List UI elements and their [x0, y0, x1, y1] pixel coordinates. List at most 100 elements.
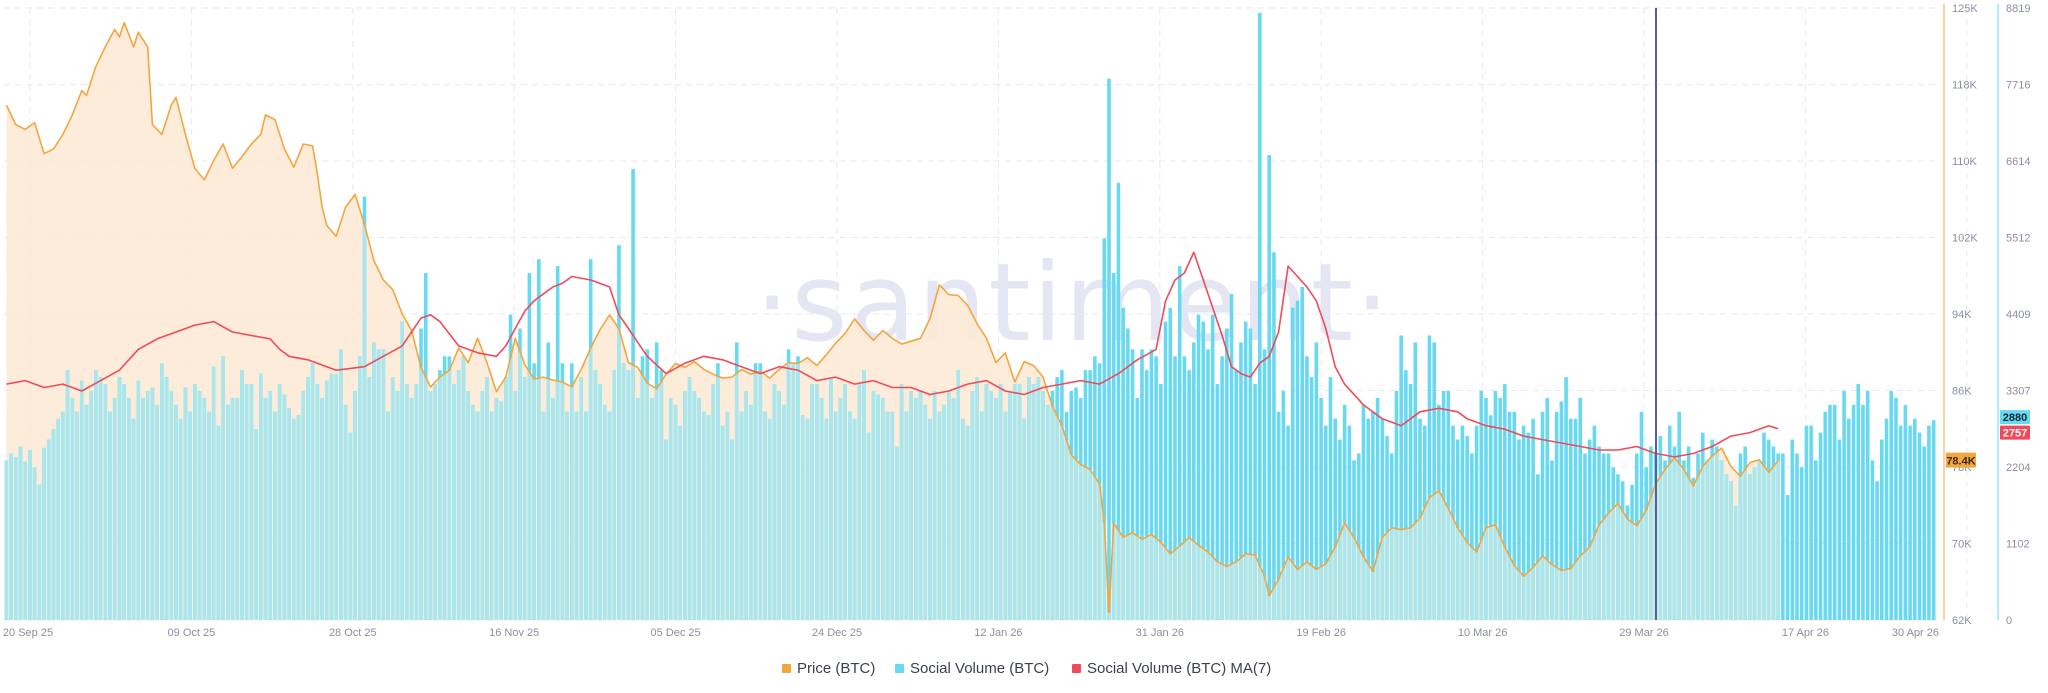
- social-volume-bar-overlap: [1682, 469, 1686, 620]
- social-volume-bar: [1149, 349, 1154, 620]
- social-volume-bar-overlap: [329, 373, 334, 620]
- social-volume-bar-overlap: [1116, 530, 1121, 620]
- social-volume-bar-overlap: [37, 484, 42, 620]
- social-volume-bar: [1300, 286, 1304, 620]
- social-volume-bar-overlap: [1225, 566, 1229, 620]
- social-volume-bar-overlap: [1323, 563, 1328, 620]
- social-volume-bar-overlap: [400, 321, 404, 620]
- social-volume-bar-overlap: [961, 418, 965, 620]
- social-volume-bar-overlap: [1012, 384, 1017, 620]
- social-volume-bar-overlap: [965, 425, 970, 620]
- social-volume-bar-overlap: [89, 390, 93, 620]
- legend-item-social-volume[interactable]: Social Volume (BTC): [895, 660, 1049, 677]
- social-volume-bar-overlap: [1413, 522, 1418, 620]
- social-volume-bar-overlap: [697, 397, 701, 620]
- social-volume-bar-overlap: [942, 404, 946, 620]
- social-volume-bar-overlap: [193, 384, 197, 620]
- social-volume-bar-overlap: [1620, 511, 1625, 620]
- social-volume-bar-overlap: [537, 378, 541, 620]
- social-volume-bar-overlap: [1625, 518, 1630, 620]
- social-volume-bar-overlap: [546, 378, 551, 620]
- social-volume-bar: [1517, 439, 1521, 620]
- social-volume-bar-overlap: [824, 418, 829, 620]
- social-volume-bar: [1126, 328, 1130, 620]
- social-volume-bar: [1196, 314, 1201, 620]
- social-volume-bar: [1319, 397, 1323, 620]
- social-volume-bar-overlap: [734, 373, 739, 620]
- social-volume-bar: [1347, 425, 1352, 620]
- social-volume-bar-overlap: [1649, 497, 1653, 620]
- social-volume-bar-overlap: [1559, 570, 1564, 620]
- social-volume-bar-overlap: [989, 390, 993, 620]
- x-tick-label: 09 Oct 25: [168, 627, 216, 639]
- social-volume-bar-overlap: [815, 384, 819, 620]
- social-volume-bar-overlap: [1229, 564, 1234, 620]
- social-volume-bar-overlap: [240, 370, 244, 620]
- social-volume-bar-overlap: [310, 363, 315, 620]
- social-volume-bar: [1272, 252, 1276, 620]
- social-volume-bar: [1446, 390, 1451, 620]
- social-volume-bar: [1130, 349, 1135, 620]
- price-last-value-badge: 78.4K: [1946, 456, 1975, 468]
- social-volume-bar-overlap: [895, 446, 899, 620]
- social-volume-bar-overlap: [287, 408, 291, 620]
- social-volume-bar-overlap: [433, 384, 437, 620]
- social-volume-bar: [1215, 384, 1220, 620]
- social-volume-bar-overlap: [1696, 476, 1700, 620]
- social-volume-bar-overlap: [178, 418, 183, 620]
- social-volume-bar: [1290, 307, 1295, 620]
- social-volume-bar: [1305, 356, 1309, 620]
- social-volume-bar-overlap: [518, 351, 522, 620]
- social-volume-bar-overlap: [1055, 416, 1059, 620]
- social-volume-bar: [1540, 411, 1545, 620]
- legend-item-price[interactable]: Price (BTC): [782, 660, 875, 677]
- social-volume-bar-overlap: [1154, 538, 1158, 620]
- social-volume-bar-overlap: [230, 397, 235, 620]
- social-volume-bar-overlap: [1281, 568, 1286, 620]
- social-volume-bar: [1927, 425, 1931, 620]
- social-volume-bar: [1917, 432, 1922, 620]
- social-volume-bar-overlap: [1569, 568, 1573, 620]
- social-volume-bar-overlap: [1060, 425, 1064, 620]
- social-volume-bar-overlap: [1578, 555, 1583, 620]
- social-volume-bar-overlap: [720, 425, 725, 620]
- social-volume-bar: [1356, 453, 1361, 620]
- social-volume-bar-overlap: [1352, 537, 1356, 620]
- social-volume-bar-overlap: [1517, 570, 1521, 620]
- social-volume-bar-overlap: [829, 377, 833, 620]
- social-volume-bar-overlap: [485, 377, 489, 620]
- social-volume-bar-overlap: [221, 356, 225, 620]
- social-volume-bar-overlap: [791, 363, 796, 620]
- social-volume-bar-overlap: [1243, 553, 1248, 620]
- social-volume-bar-overlap: [244, 384, 249, 620]
- social-volume-bar-overlap: [1602, 518, 1606, 620]
- social-volume-bar-overlap: [984, 384, 989, 620]
- social-volume-bar: [1342, 404, 1347, 620]
- social-volume-bar: [1385, 436, 1389, 620]
- social-volume-bar-overlap: [1724, 474, 1729, 620]
- social-volume-bar: [1394, 390, 1399, 620]
- social-volume-bar-overlap: [4, 460, 9, 620]
- social-volume-bar-overlap: [1418, 518, 1422, 620]
- social-volume-bar-overlap: [1719, 460, 1724, 620]
- social-volume-bar-overlap: [937, 411, 942, 620]
- social-volume-bar: [1408, 384, 1413, 620]
- social-volume-bar: [1573, 418, 1578, 620]
- social-volume-bar-overlap: [1465, 542, 1469, 620]
- social-volume-bar-overlap: [259, 373, 263, 620]
- social-volume-bar-overlap: [522, 377, 527, 620]
- social-volume-bar-overlap: [1248, 554, 1253, 620]
- social-volume-bar-overlap: [353, 390, 357, 620]
- social-volume-bar-overlap: [1488, 526, 1493, 620]
- social-volume-bar-overlap: [659, 381, 664, 620]
- x-tick-label: 17 Apr 26: [1782, 627, 1829, 639]
- legend-item-social-volume-ma[interactable]: Social Volume (BTC) MA(7): [1072, 660, 1271, 677]
- social-volume-bar-overlap: [1130, 532, 1135, 620]
- social-volume-bar: [1785, 495, 1790, 620]
- social-volume-bar-overlap: [1319, 566, 1323, 620]
- x-tick-label: 31 Jan 26: [1136, 627, 1184, 639]
- social-tick-label: 5512: [2006, 233, 2030, 245]
- social-volume-bar: [1875, 481, 1879, 620]
- social-volume-bar-overlap: [51, 429, 56, 620]
- social-volume-bar-overlap: [692, 390, 697, 620]
